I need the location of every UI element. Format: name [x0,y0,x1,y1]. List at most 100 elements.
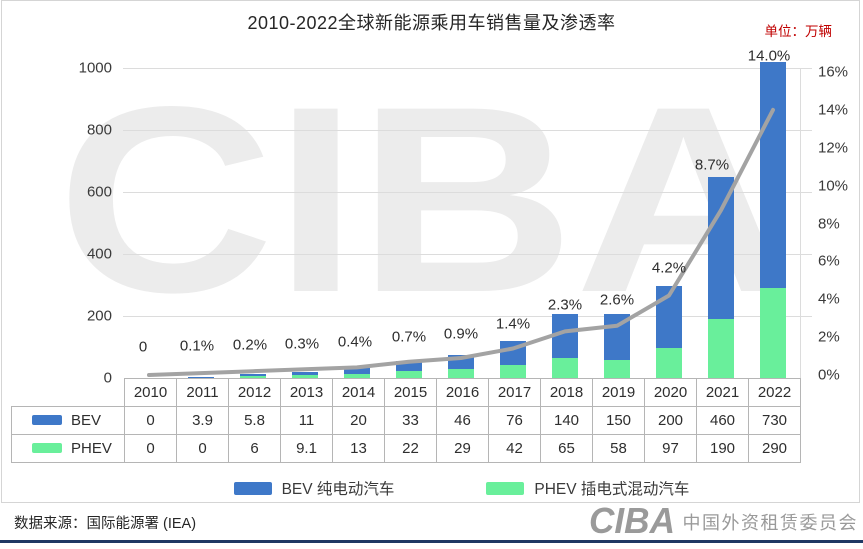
year-header-cell: 2015 [384,378,437,407]
right-axis-tick-label: 4% [818,290,840,308]
series-key-cell-bev: BEV [11,406,125,435]
value-cell-phev: 97 [644,434,697,463]
bar-bev-2016 [448,354,474,369]
penetration-label-2017: 1.4% [495,315,531,333]
left-axis-tick-label: 1000 [78,59,112,77]
value-cell-phev: 6 [228,434,281,463]
right-axis-tick-label: 14% [818,101,849,119]
legend-item-phev: PHEV 插电式混动汽车 [486,477,689,499]
penetration-label-2014: 0.4% [337,333,373,351]
penetration-label-2013: 0.3% [284,335,320,353]
right-axis-tick-label: 12% [818,139,849,157]
bar-phev-2020 [656,347,682,378]
year-header-cell: 2017 [488,378,541,407]
penetration-label-2022: 14.0% [747,47,791,65]
penetration-label-2016: 0.9% [443,325,479,343]
bar-phev-2016 [448,369,474,378]
value-cell-bev: 20 [332,406,385,435]
bar-bev-2013 [292,371,318,376]
legend-item-bev: BEV 纯电动汽车 [233,477,394,499]
value-cell-bev: 76 [488,406,541,435]
value-cell-bev: 460 [696,406,749,435]
data-table: 2010 2011 2012 2013 2014 2015 2016 2017 2018 2019… [11,378,801,463]
value-cell-phev: 42 [488,434,541,463]
year-header-cell: 2014 [332,378,385,407]
plot-right-border [800,68,801,378]
penetration-label-2020: 4.2% [651,259,687,277]
year-header-cell: 2013 [280,378,333,407]
chart-title: 2010-2022全球新能源乘用车销售量及渗透率 [247,13,616,33]
year-header-cell: 2020 [644,378,697,407]
bar-bev-2015 [396,360,422,372]
unit-label: 单位：万辆 [764,24,833,39]
value-cell-bev: 3.9 [176,406,229,435]
penetration-label-2012: 0.2% [232,336,268,354]
left-axis-tick-label: 0 [103,369,112,387]
right-axis-tick-label: 6% [818,252,840,270]
year-header-cell: 2016 [436,378,489,407]
legend: BEV 纯电动汽车 PHEV 插电式混动汽车 [123,477,800,499]
year-header-cell: 2012 [228,378,281,407]
ciba-logo-text: CIBA [589,503,675,541]
data-source-note: 数据来源：国际能源署 (IEA) [14,516,197,532]
penetration-label-2010: 0 [138,338,148,356]
left-axis-tick-label: 200 [86,307,112,325]
value-cell-bev: 140 [540,406,593,435]
value-cell-bev: 730 [748,406,801,435]
value-cell-bev: 0 [124,406,177,435]
bottom-accent-bar [0,540,863,543]
right-axis-tick-label: 8% [818,215,840,232]
table-corner-cell [12,379,125,407]
penetration-label-2021: 8.7% [694,156,730,174]
series-key-cell-phev: PHEV [11,434,125,463]
penetration-label-2019: 2.6% [599,291,635,309]
right-axis-tick-label: 16% [818,63,849,81]
value-cell-bev: 11 [280,406,333,435]
year-header-cell: 2010 [124,378,177,407]
value-cell-phev: 29 [436,434,489,463]
value-cell-phev: 9.1 [280,434,333,463]
table-row-bev: BEV 0 3.9 5.8 11 20 33 46 76 140 150 200 460 730 [11,406,801,435]
value-cell-bev: 150 [592,406,645,435]
year-header-cell: 2019 [592,378,645,407]
legend-swatch-bev [233,481,272,495]
bar-phev-2019 [604,360,630,378]
year-header-cell: 2021 [696,378,749,407]
year-header-cell: 2018 [540,378,593,407]
bar-bev-2020 [656,285,682,348]
table-year-row: 2010 2011 2012 2013 2014 2015 2016 2017 2018 2019… [12,378,801,407]
value-cell-phev: 290 [748,434,801,463]
right-axis-tick-label: 2% [818,328,840,346]
gridline-1000 [123,68,812,69]
gridline-800 [123,130,812,131]
bar-phev-2018 [552,357,578,378]
value-cell-bev: 33 [384,406,437,435]
value-cell-phev: 65 [540,434,593,463]
ciba-logo-icon: CIBA [589,503,675,541]
left-axis-tick-label: 800 [86,121,112,139]
value-cell-phev: 0 [176,434,229,463]
series-swatch-bev [32,414,62,425]
bar-phev-2022 [760,288,786,378]
bar-bev-2012 [240,374,266,377]
value-cell-phev: 58 [592,434,645,463]
bar-bev-2022 [760,61,786,289]
bar-bev-2018 [552,314,578,358]
org-footer: CIBA 中国外资租赁委员会 [587,503,859,541]
series-swatch-phev [32,442,62,453]
org-name: 中国外资租赁委员会 [682,513,858,533]
bar-bev-2019 [604,313,630,361]
legend-label-phev: PHEV 插电式混动汽车 [534,481,690,498]
value-cell-bev: 46 [436,406,489,435]
bar-phev-2012 [240,376,266,378]
value-cell-phev: 190 [696,434,749,463]
bar-bev-2014 [344,367,370,374]
bar-phev-2017 [500,364,526,378]
legend-swatch-phev [486,481,525,495]
value-cell-bev: 5.8 [228,406,281,435]
year-header-cell: 2022 [748,378,801,407]
bar-bev-2017 [500,341,526,365]
value-cell-phev: 0 [124,434,177,463]
bar-phev-2015 [396,371,422,378]
